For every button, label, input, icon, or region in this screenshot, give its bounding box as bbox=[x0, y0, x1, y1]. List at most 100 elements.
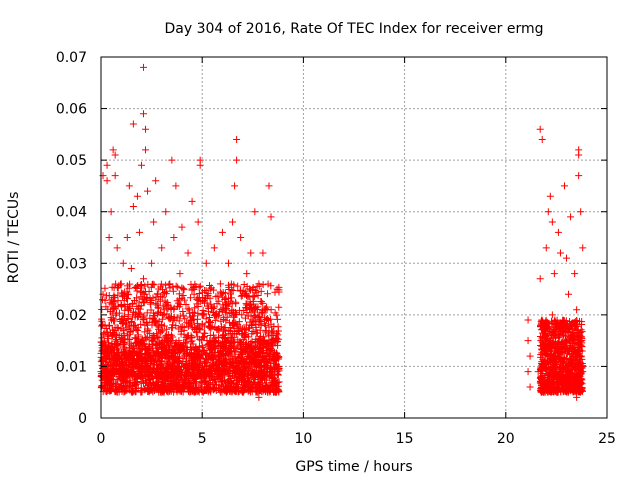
data-point bbox=[207, 325, 215, 333]
data-point bbox=[204, 368, 212, 376]
data-point bbox=[554, 228, 562, 236]
data-point bbox=[261, 314, 269, 322]
data-point bbox=[541, 388, 549, 396]
data-point bbox=[575, 347, 583, 355]
data-point bbox=[209, 305, 217, 313]
data-point bbox=[567, 333, 575, 341]
data-point bbox=[125, 284, 133, 292]
data-point bbox=[224, 302, 232, 310]
data-point bbox=[246, 378, 254, 386]
data-point bbox=[186, 313, 194, 321]
data-point bbox=[202, 363, 210, 371]
data-point bbox=[239, 359, 247, 367]
data-point bbox=[144, 187, 152, 195]
data-point bbox=[271, 368, 279, 376]
data-point bbox=[241, 290, 249, 298]
data-point bbox=[553, 363, 561, 371]
data-point bbox=[125, 366, 133, 374]
data-point bbox=[243, 362, 251, 370]
data-point bbox=[163, 335, 171, 343]
data-point bbox=[256, 379, 264, 387]
data-point bbox=[262, 327, 270, 335]
data-point bbox=[557, 374, 565, 382]
data-point bbox=[272, 349, 280, 357]
data-point bbox=[545, 360, 553, 368]
data-point bbox=[158, 327, 166, 335]
data-point bbox=[181, 315, 189, 323]
data-point bbox=[107, 208, 115, 216]
data-point bbox=[158, 381, 166, 389]
data-point bbox=[210, 384, 218, 392]
data-point bbox=[111, 172, 119, 180]
data-point bbox=[212, 293, 220, 301]
data-point bbox=[129, 299, 137, 307]
data-point bbox=[257, 287, 265, 295]
data-point bbox=[188, 376, 196, 384]
data-point bbox=[152, 373, 160, 381]
data-point bbox=[210, 303, 218, 311]
data-point bbox=[237, 234, 245, 241]
data-point bbox=[227, 342, 235, 350]
data-point bbox=[534, 368, 542, 376]
data-point bbox=[264, 290, 272, 298]
data-point bbox=[544, 208, 552, 216]
data-point bbox=[146, 314, 154, 322]
data-point bbox=[163, 360, 171, 368]
data-point bbox=[149, 378, 157, 386]
data-point bbox=[187, 280, 195, 288]
data-point bbox=[106, 329, 114, 337]
data-point bbox=[176, 312, 184, 320]
data-point bbox=[186, 373, 194, 381]
data-point bbox=[167, 303, 175, 311]
data-point bbox=[169, 287, 177, 295]
data-point bbox=[545, 370, 553, 378]
data-point bbox=[150, 331, 158, 339]
data-point bbox=[142, 378, 150, 386]
data-point bbox=[120, 291, 128, 299]
data-point bbox=[180, 339, 188, 347]
data-point bbox=[144, 363, 152, 371]
data-point bbox=[567, 369, 575, 377]
data-point bbox=[551, 318, 559, 326]
data-point bbox=[145, 382, 153, 390]
data-point bbox=[107, 296, 115, 304]
data-point bbox=[245, 340, 253, 348]
data-point bbox=[122, 320, 130, 328]
data-point bbox=[114, 291, 122, 299]
data-point bbox=[166, 335, 174, 343]
data-point bbox=[172, 353, 180, 361]
data-point bbox=[123, 234, 131, 241]
data-point bbox=[167, 315, 175, 323]
data-point bbox=[259, 382, 267, 390]
data-point bbox=[241, 333, 249, 341]
data-point bbox=[180, 381, 188, 389]
data-point bbox=[107, 378, 115, 386]
y-tick-label: 0.03 bbox=[56, 256, 87, 272]
data-point bbox=[251, 286, 259, 294]
data-point bbox=[238, 311, 246, 319]
data-point bbox=[147, 354, 155, 362]
data-point bbox=[174, 383, 182, 391]
data-point bbox=[131, 322, 139, 330]
data-point bbox=[577, 352, 585, 360]
data-point bbox=[137, 384, 145, 392]
data-point bbox=[164, 372, 172, 380]
data-point bbox=[235, 326, 243, 334]
data-point bbox=[140, 63, 148, 71]
data-point bbox=[110, 360, 118, 368]
data-point bbox=[185, 351, 193, 359]
data-point bbox=[138, 345, 146, 353]
data-point bbox=[155, 317, 163, 325]
data-point bbox=[194, 309, 202, 317]
data-point bbox=[153, 372, 161, 380]
data-point bbox=[560, 317, 568, 325]
data-point bbox=[144, 346, 152, 354]
data-point bbox=[202, 315, 210, 323]
data-point bbox=[164, 383, 172, 391]
data-point bbox=[205, 323, 213, 331]
data-point bbox=[125, 377, 133, 385]
data-point bbox=[274, 371, 282, 379]
data-point bbox=[246, 306, 254, 314]
x-tick-label: 25 bbox=[598, 431, 616, 447]
data-point bbox=[209, 355, 217, 363]
